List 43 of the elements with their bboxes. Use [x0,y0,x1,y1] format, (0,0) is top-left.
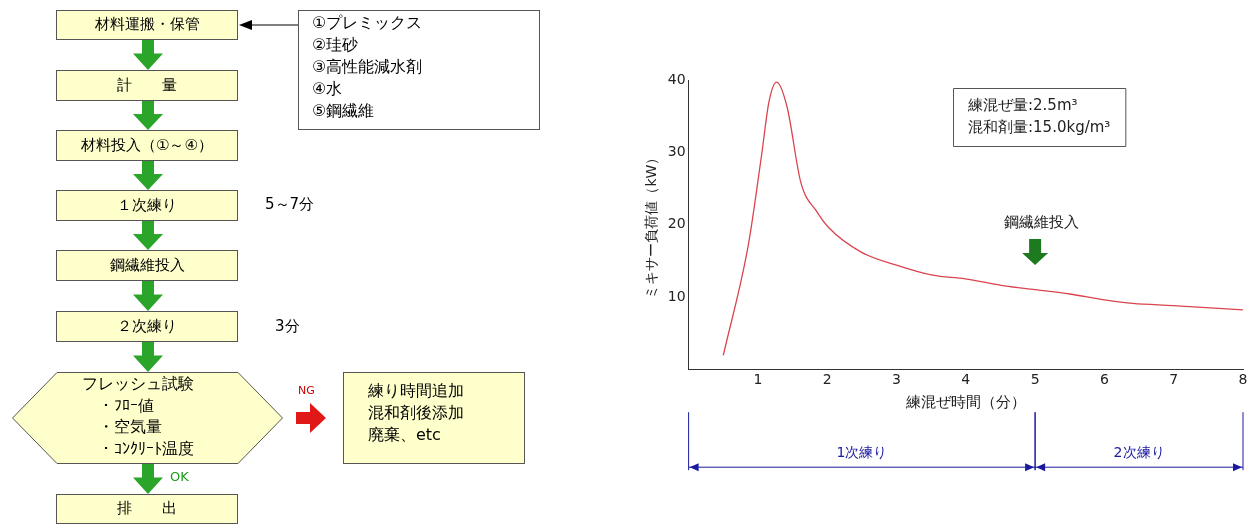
text: 廃棄、etc [368,425,441,445]
x-tick-label: 8 [1238,371,1248,388]
text: 5～7分 [265,195,315,214]
x-tick-label: 2 [822,371,832,388]
text: ２次練り [56,311,238,342]
text: 鋼繊維投入 [56,250,238,281]
annotation: 練混ぜ量:2.5m³ [967,95,1078,114]
text: ・空気量 [98,417,162,437]
text: ①プレミックス [312,13,423,33]
annotation: 鋼繊維投入 [1003,212,1079,231]
text: 計 量 [56,70,238,101]
text: 材料運搬・保管 [56,10,238,40]
text: 3分 [275,317,300,336]
text: ③高性能減水剤 [312,57,423,77]
y-axis-title: ミキサー負荷値（kW） [643,150,660,299]
y-tick-label: 20 [667,215,686,232]
x-tick-label: 3 [892,371,901,388]
text: ・ﾌﾛｰ値 [98,396,154,416]
text: 2次練り [1113,443,1165,460]
x-tick-label: 4 [961,371,971,388]
x-tick-label: 1 [753,371,763,388]
text: フレッシュ試験 [82,374,194,394]
annotation: 混和剤量:15.0kg/m³ [968,117,1111,136]
text: 練り時間追加 [368,381,464,401]
text: ・ｺﾝｸﾘｰﾄ温度 [98,439,194,459]
text: ⑤鋼繊維 [312,101,375,121]
text: １次練り [56,190,238,221]
text: 材料投入（①～④） [56,130,238,161]
x-tick-label: 5 [1030,371,1040,388]
y-tick-label: 40 [667,70,686,87]
line-series [722,81,1243,357]
text: OK [170,469,189,485]
text: ②珪砂 [312,35,359,55]
y-tick-label: 10 [667,287,686,304]
x-axis-title: 練混ぜ時間（分） [904,392,1026,411]
x-tick-label: 6 [1099,371,1109,388]
text: ④水 [312,79,343,99]
text: NG [298,384,315,398]
y-tick-label: 30 [667,142,686,159]
x-tick-label: 7 [1169,371,1179,388]
text: 1次練り [836,443,888,460]
text: 排 出 [56,494,238,524]
text: 混和剤後添加 [368,403,464,423]
